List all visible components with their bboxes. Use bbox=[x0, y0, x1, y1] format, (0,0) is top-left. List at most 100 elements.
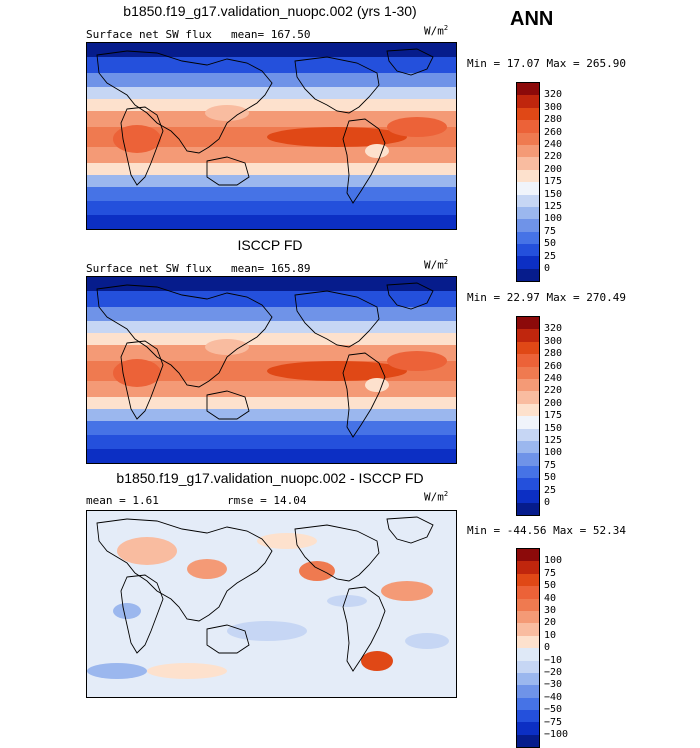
colorbar-box bbox=[517, 598, 539, 611]
map-blob bbox=[205, 339, 249, 355]
colorbar-tick-label: 20 bbox=[544, 617, 557, 629]
colorbar-box bbox=[517, 132, 539, 145]
map-blob bbox=[147, 663, 227, 679]
colorbar-box bbox=[517, 169, 539, 183]
map-blob bbox=[113, 359, 161, 387]
map-band bbox=[87, 57, 456, 73]
map-band bbox=[87, 163, 456, 175]
panel3-title: b1850.f19_g17.validation_nuopc.002 - ISC… bbox=[116, 470, 424, 486]
panel2-map-svg bbox=[87, 277, 456, 463]
map-band bbox=[87, 43, 456, 57]
panel2-subtitle: Surface net SW flux bbox=[86, 262, 212, 275]
colorbar-tick-label: 75 bbox=[544, 225, 557, 237]
colorbar-box bbox=[517, 672, 539, 686]
map-band bbox=[87, 381, 456, 397]
season-label: ANN bbox=[510, 8, 554, 30]
panel1-minmax: Min = 17.07 Max = 265.90 bbox=[467, 57, 626, 70]
colorbar-box bbox=[517, 685, 539, 698]
colorbar-box bbox=[517, 244, 539, 257]
colorbar-tick-label: 25 bbox=[544, 484, 557, 496]
colorbar-box bbox=[517, 231, 539, 245]
coastline bbox=[206, 390, 250, 420]
colorbar-tick-label: 30 bbox=[544, 605, 557, 616]
map-band bbox=[87, 409, 456, 421]
colorbar-tick-label: 300 bbox=[544, 101, 563, 113]
map-blob bbox=[365, 378, 389, 392]
map-band bbox=[87, 321, 456, 333]
colorbar-tick-label: 75 bbox=[544, 567, 557, 579]
colorbar-tick-label: 240 bbox=[544, 139, 563, 150]
map-blob bbox=[327, 595, 367, 607]
panel3-units: W/m2 bbox=[424, 490, 449, 504]
colorbar-box bbox=[517, 83, 539, 96]
panel1-units: W/m2 bbox=[424, 24, 449, 38]
colorbar-tick-label: 320 bbox=[544, 89, 563, 101]
colorbar-tick-label: 220 bbox=[544, 385, 563, 397]
panel1-colorbar bbox=[516, 82, 540, 283]
map-band bbox=[87, 345, 456, 361]
map-band bbox=[87, 421, 456, 435]
colorbar-tick-label: 200 bbox=[544, 397, 563, 409]
map-blob bbox=[187, 559, 227, 579]
colorbar-tick-label: −10 bbox=[544, 654, 563, 666]
colorbar-box bbox=[517, 107, 539, 121]
map-band bbox=[87, 215, 456, 229]
colorbar-tick-label: 175 bbox=[544, 410, 563, 422]
colorbar-box bbox=[517, 586, 539, 599]
map-band bbox=[87, 333, 456, 345]
colorbar-box bbox=[517, 95, 539, 108]
colorbar-box bbox=[517, 120, 539, 133]
panel2-minmax: Min = 22.97 Max = 270.49 bbox=[467, 291, 626, 304]
colorbar-box bbox=[517, 465, 539, 479]
colorbar-tick-label: 25 bbox=[544, 250, 557, 262]
map-band bbox=[87, 111, 456, 127]
colorbar-tick-label: 260 bbox=[544, 360, 563, 372]
coastline bbox=[206, 156, 250, 186]
map-band bbox=[87, 291, 456, 307]
colorbar-box bbox=[517, 354, 539, 367]
map-band bbox=[87, 73, 456, 87]
map-band bbox=[87, 449, 456, 463]
panel1-map bbox=[86, 42, 457, 230]
panel1-mean: mean= 167.50 bbox=[231, 28, 311, 41]
colorbar-box bbox=[517, 549, 539, 562]
coastline bbox=[120, 574, 164, 654]
panel1-title: b1850.f19_g17.validation_nuopc.002 (yrs … bbox=[123, 3, 417, 19]
map-band bbox=[87, 175, 456, 187]
colorbar-tick-label: 200 bbox=[544, 163, 563, 175]
colorbar-tick-label: 280 bbox=[544, 114, 563, 126]
colorbar-box bbox=[517, 660, 539, 673]
colorbar-box bbox=[517, 157, 539, 170]
colorbar-tick-label: 300 bbox=[544, 335, 563, 347]
panel2-title: ISCCP FD bbox=[237, 237, 303, 253]
colorbar-box bbox=[517, 256, 539, 269]
colorbar-box bbox=[517, 722, 539, 735]
colorbar-tick-label: 40 bbox=[544, 592, 557, 604]
map-blob bbox=[299, 561, 335, 581]
colorbar-tick-label: −50 bbox=[544, 704, 563, 716]
colorbar-tick-label: 320 bbox=[544, 323, 563, 335]
map-blob bbox=[405, 633, 449, 649]
coastline bbox=[294, 56, 380, 114]
colorbar-tick-label: 50 bbox=[544, 580, 557, 592]
colorbar-box bbox=[517, 206, 539, 220]
map-blob bbox=[365, 144, 389, 158]
coastline bbox=[342, 352, 386, 438]
colorbar-tick-label: 50 bbox=[544, 238, 557, 250]
map-blob bbox=[267, 127, 407, 147]
colorbar-tick-label: −100 bbox=[544, 729, 569, 740]
coastline bbox=[386, 48, 434, 76]
panel2-units: W/m2 bbox=[424, 258, 449, 272]
colorbar-box bbox=[517, 710, 539, 723]
panel3-map bbox=[86, 510, 457, 698]
colorbar-tick-label: 0 bbox=[544, 263, 551, 274]
colorbar-box bbox=[517, 734, 539, 748]
colorbar-tick-label: 125 bbox=[544, 201, 563, 212]
colorbar-box bbox=[517, 329, 539, 342]
colorbar-box bbox=[517, 453, 539, 466]
map-band bbox=[87, 99, 456, 111]
colorbar-tick-label: 0 bbox=[544, 497, 551, 508]
coastline bbox=[342, 586, 386, 672]
colorbar-tick-label: 100 bbox=[544, 447, 563, 459]
map-blob bbox=[87, 663, 147, 679]
